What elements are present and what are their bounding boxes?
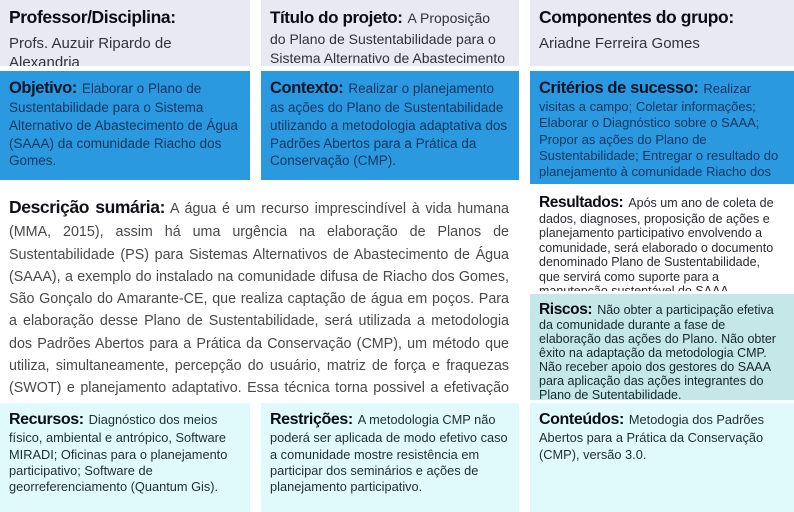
objetivo-text: Elaborar o Plano de Sustentabilidade par…	[9, 81, 238, 169]
right-column: Critérios de sucesso: Realizar visitas a …	[530, 71, 794, 512]
contexto-paragraph: Contexto: Realizar o planejamento as açõe…	[270, 78, 509, 170]
cell-conteudos: Conteúdos: Metodogia dos Padrões Abertos …	[530, 403, 794, 512]
restricoes-text: A metodologia CMP não poderá ser aplicad…	[270, 412, 508, 495]
titulo-paragraph: Título do projeto: A Proposição do Plano …	[270, 7, 509, 66]
professor-label: Professor/Disciplina:	[9, 7, 176, 27]
descricao-paragraph: Descrição sumária: A água é um recurso im…	[9, 194, 509, 398]
componentes-label: Componentes do grupo:	[539, 7, 734, 27]
left-columns: Objetivo: Elaborar o Plano de Sustentabil…	[0, 71, 519, 512]
cell-resultados: Resultados: Após um ano de coleta de dado…	[530, 187, 794, 291]
descricao-text: A água é um recurso imprescindível à vid…	[9, 201, 510, 397]
recursos-text: Diagnóstico dos meios físico, ambiental …	[9, 412, 228, 495]
riscos-text: Não obter a participação efetiva da comu…	[539, 303, 776, 400]
titulo-text: A Proposição do Plano de Sustentabilidad…	[270, 10, 506, 66]
conteudos-paragraph: Conteúdos: Metodogia dos Padrões Abertos …	[539, 410, 784, 463]
riscos-label: Riscos:	[539, 301, 593, 318]
conteudos-text: Metodogia dos Padrões Abertos para a Prá…	[539, 412, 765, 462]
descricao-label: Descrição sumária:	[9, 197, 166, 217]
contexto-text: Realizar o planejamento as ações do Plan…	[270, 81, 508, 169]
objetivo-label: Objetivo:	[9, 79, 77, 97]
resultados-label: Resultados:	[539, 194, 624, 211]
componentes-member: Ariadne Ferreira Gomes	[539, 35, 700, 52]
criterios-paragraph: Critérios de sucesso: Realizar visitas a …	[539, 78, 784, 184]
bottom-row: Recursos: Diagnóstico dos meios físico, a…	[0, 403, 519, 512]
blue-row: Objetivo: Elaborar o Plano de Sustentabil…	[0, 71, 519, 180]
conteudos-label: Conteúdos:	[539, 411, 624, 428]
cell-riscos: Riscos: Não obter a participação efetiva …	[530, 294, 794, 400]
cell-recursos: Recursos: Diagnóstico dos meios físico, a…	[0, 403, 250, 512]
cell-objetivo: Objetivo: Elaborar o Plano de Sustentabil…	[0, 71, 250, 180]
resultados-paragraph: Resultados: Após um ano de coleta de dado…	[539, 194, 784, 291]
cell-contexto: Contexto: Realizar o planejamento as açõe…	[261, 71, 519, 180]
cell-titulo: Título do projeto: A Proposição do Plano …	[261, 0, 519, 66]
recursos-label: Recursos:	[9, 411, 84, 428]
cell-criterios: Critérios de sucesso: Realizar visitas a …	[530, 71, 794, 184]
cell-professor: Professor/Disciplina: Profs. Auzuir Ripa…	[0, 0, 250, 66]
riscos-paragraph: Riscos: Não obter a participação efetiva …	[539, 301, 784, 400]
objetivo-paragraph: Objetivo: Elaborar o Plano de Sustentabil…	[9, 78, 240, 170]
titulo-label: Título do projeto:	[270, 8, 403, 27]
restricoes-label: Restrições:	[270, 411, 353, 428]
resultados-text: Após um ano de coleta de dados, diagnose…	[539, 196, 774, 291]
recursos-paragraph: Recursos: Diagnóstico dos meios físico, a…	[9, 410, 240, 495]
cell-componentes: Componentes do grupo: Ariadne Ferreira G…	[530, 0, 794, 66]
cell-descricao: Descrição sumária: A água é um recurso im…	[0, 185, 519, 398]
restricoes-paragraph: Restrições: A metodologia CMP não poderá …	[270, 410, 509, 495]
contexto-label: Contexto:	[270, 79, 344, 97]
main-area: Objetivo: Elaborar o Plano de Sustentabil…	[0, 71, 794, 512]
professor-name: Profs. Auzuir Ripardo de Alexandria	[9, 35, 172, 66]
cell-restricoes: Restrições: A metodologia CMP não poderá …	[261, 403, 519, 512]
header-row: Professor/Disciplina: Profs. Auzuir Ripa…	[0, 0, 794, 66]
criterios-label: Critérios de sucesso:	[539, 79, 699, 97]
criterios-text: Realizar visitas a campo; Coletar inform…	[539, 81, 779, 184]
